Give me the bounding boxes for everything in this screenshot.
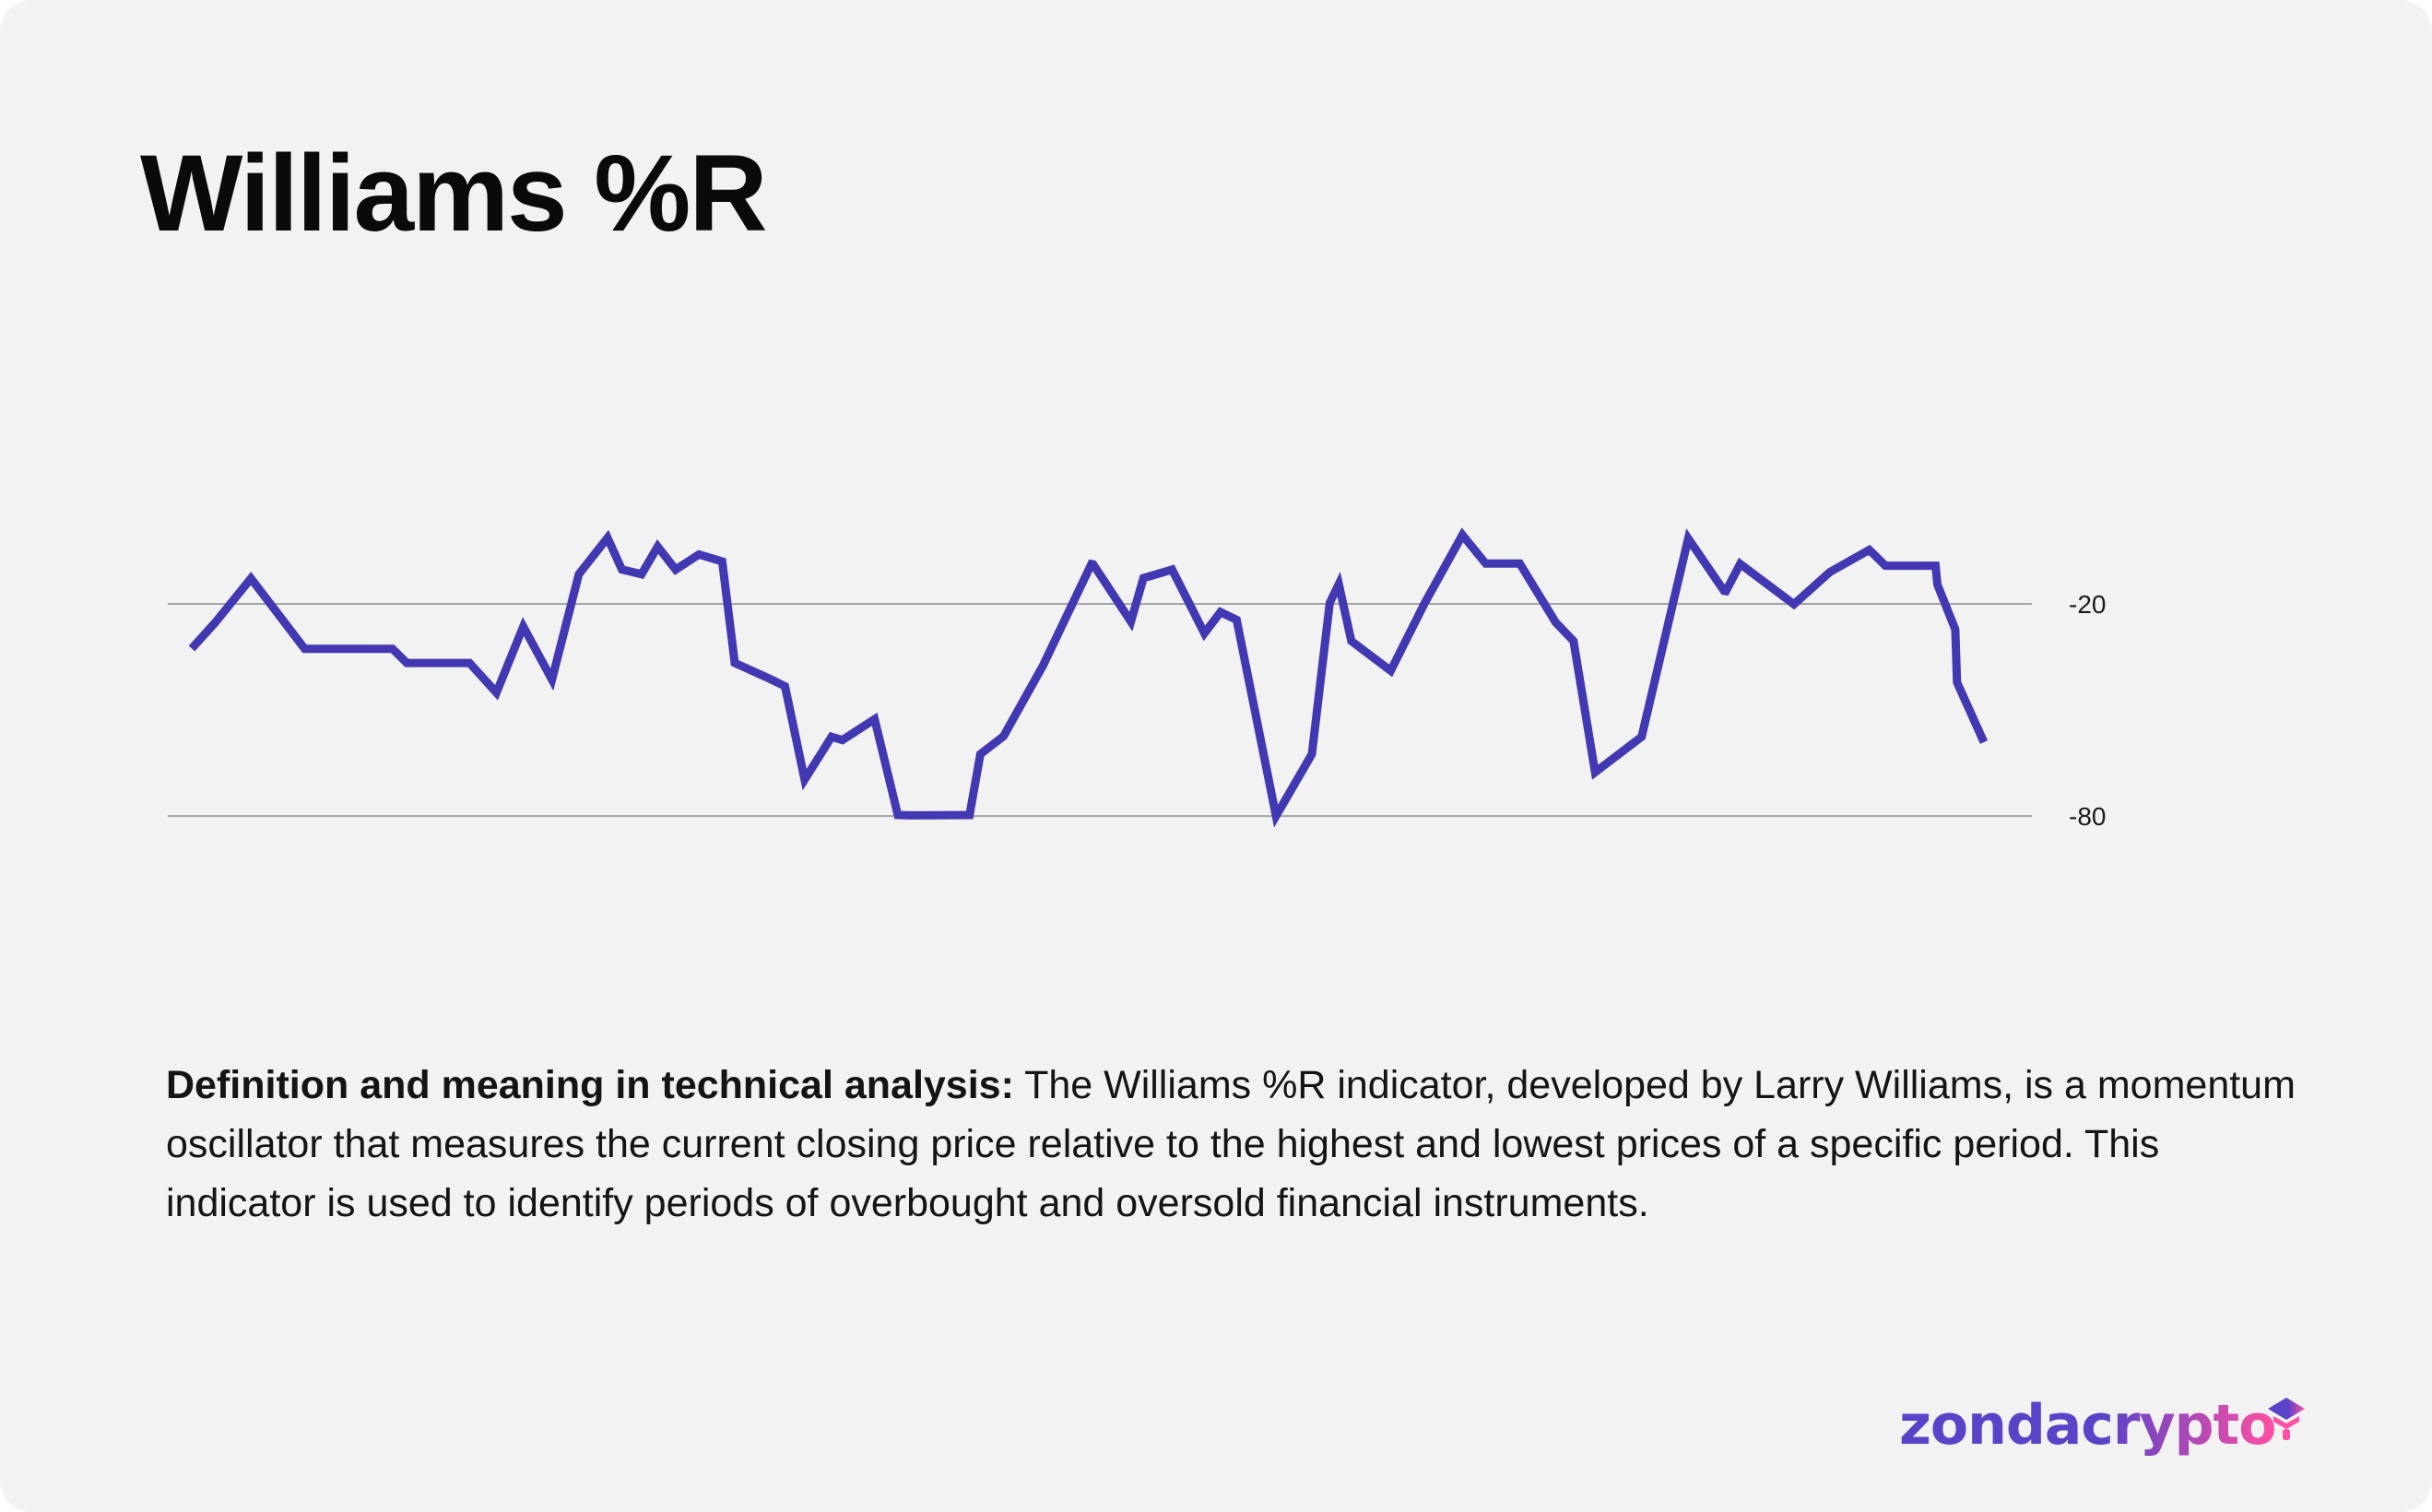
definition-lead: Definition and meaning in technical anal… — [166, 1063, 1014, 1107]
page-title: Williams %R — [140, 133, 768, 254]
tick-label-minus-80: -80 — [2069, 802, 2106, 831]
series-line-williams-r — [188, 527, 1989, 828]
definition-body: The Williams %R indicator, developed by … — [166, 1063, 2296, 1225]
reference-lines — [168, 603, 2032, 818]
tick-label-minus-20: -20 — [2069, 590, 2106, 619]
tick-labels: -20 -80 — [2069, 590, 2106, 831]
brand-mark-icon — [2268, 1398, 2305, 1440]
brand-wordmark: zondacrypto — [1899, 1393, 2275, 1458]
williams-r-chart: -20 -80 — [168, 527, 2106, 831]
definition-text: Definition and meaning in technical anal… — [166, 1056, 2305, 1233]
series-group — [188, 527, 1989, 828]
zondacrypto-logo: zondacrypto — [1899, 1393, 2305, 1458]
